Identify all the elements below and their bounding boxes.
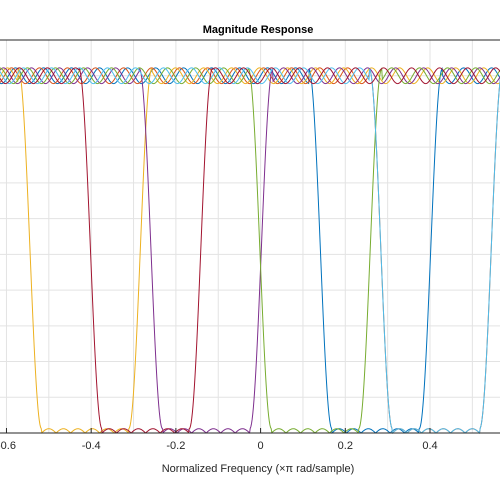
axes-box [0,39,500,434]
response-curve [0,67,500,434]
x-axis-ticks: -0.6 -0.4 -0.2 0 0.2 0.4 [0,428,438,452]
response-curve [0,67,500,434]
x-tick-label: -0.4 [82,440,101,452]
chart-title: Magnitude Response [203,24,314,36]
x-tick-label: 0 [258,440,264,452]
x-axis-label: Normalized Frequency (×π rad/sample) [162,463,355,475]
response-curve [0,67,500,434]
x-tick-label: 0.4 [422,440,437,452]
series-lines [0,66,500,434]
x-tick-label: -0.2 [166,440,185,452]
x-tick-label: 0.2 [338,440,353,452]
x-tick-label: -0.6 [0,440,16,452]
response-curve [0,67,500,434]
